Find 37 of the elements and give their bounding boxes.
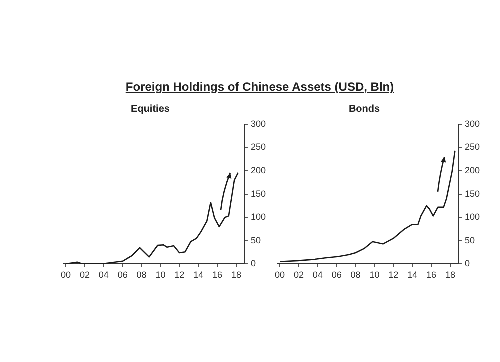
x-tick-label: 00 <box>61 270 72 280</box>
x-tick-label: 10 <box>370 270 380 280</box>
y-tick-label: 50 <box>464 235 475 246</box>
x-tick-label: 06 <box>332 270 342 280</box>
y-tick-label: 150 <box>464 188 480 199</box>
x-tick-label: 14 <box>408 270 418 280</box>
x-tick-label: 04 <box>98 270 109 280</box>
x-tick-label: 14 <box>194 270 204 280</box>
y-tick-label: 100 <box>250 212 266 222</box>
chart-title: Foreign Holdings of Chinese Assets (USD, Bln) <box>124 80 396 94</box>
x-tick-label: 12 <box>388 270 399 280</box>
y-tick-label: 200 <box>250 165 266 176</box>
y-tick-label: 200 <box>464 165 480 176</box>
y-tick-label: 150 <box>250 188 266 199</box>
x-tick-label: 08 <box>136 270 147 280</box>
y-tick-label: 300 <box>250 118 266 129</box>
y-tick-label: 100 <box>464 212 480 222</box>
chart-subtitle: Equities <box>130 104 171 115</box>
x-tick-label: 02 <box>80 270 90 280</box>
x-tick-label: 02 <box>294 270 304 280</box>
y-tick-label: 0 <box>464 258 470 269</box>
y-tick-label: 250 <box>464 142 480 152</box>
x-tick-label: 18 <box>231 270 242 280</box>
y-tick-label: 250 <box>250 142 266 152</box>
x-tick-label: 08 <box>350 270 361 280</box>
x-tick-label: 00 <box>275 270 286 280</box>
x-tick-label: 16 <box>426 270 437 280</box>
chart-subtitle: Bonds <box>348 104 382 115</box>
x-tick-label: 06 <box>118 270 128 280</box>
x-tick-label: 12 <box>174 270 185 280</box>
y-tick-label: 50 <box>250 235 261 246</box>
y-tick-label: 0 <box>250 258 256 269</box>
y-tick-label: 300 <box>464 118 480 129</box>
x-tick-label: 18 <box>445 270 456 280</box>
x-tick-label: 10 <box>156 270 166 280</box>
x-tick-label: 16 <box>212 270 223 280</box>
x-tick-label: 04 <box>312 270 323 280</box>
